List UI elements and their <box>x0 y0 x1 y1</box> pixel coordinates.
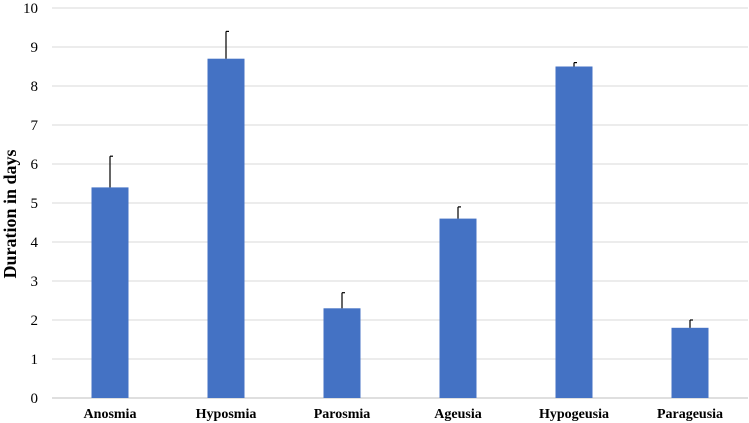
y-tick-label: 9 <box>31 40 39 56</box>
y-tick-label: 10 <box>23 1 38 17</box>
x-tick-label: Parosmia <box>314 407 371 422</box>
bar-hyposmia <box>207 58 245 398</box>
bars <box>91 58 709 398</box>
bar-hypogeusia <box>555 66 593 398</box>
y-tick-label: 2 <box>31 313 39 329</box>
y-axis-title: Duration in days <box>0 149 20 278</box>
x-tick-label: Parageusia <box>657 407 723 422</box>
gridlines <box>52 7 748 399</box>
y-tick-label: 0 <box>31 391 39 407</box>
error-bars <box>109 30 693 328</box>
x-tick-label: Anosmia <box>84 407 137 422</box>
x-tick-label: Hypogeusia <box>539 407 609 422</box>
x-axis-labels: Anosmia Hyposmia Parosmia Ageusia Hypogeusia… <box>84 407 724 422</box>
bar-anosmia <box>91 187 129 398</box>
x-tick-label: Hyposmia <box>196 407 257 422</box>
y-tick-label: 6 <box>31 157 39 173</box>
y-tick-label: 1 <box>31 352 39 368</box>
y-tick-label: 3 <box>31 274 39 290</box>
y-tick-label: 5 <box>31 196 39 212</box>
y-axis-ticks: 0 1 2 3 4 5 6 7 8 9 10 <box>23 1 39 407</box>
bar-ageusia <box>439 218 477 398</box>
x-tick-label: Ageusia <box>434 407 481 422</box>
bar-parosmia <box>323 308 361 398</box>
y-tick-label: 4 <box>31 235 39 251</box>
y-tick-label: 8 <box>31 79 39 95</box>
bar-parageusia <box>671 327 709 398</box>
y-tick-label: 7 <box>31 118 39 134</box>
